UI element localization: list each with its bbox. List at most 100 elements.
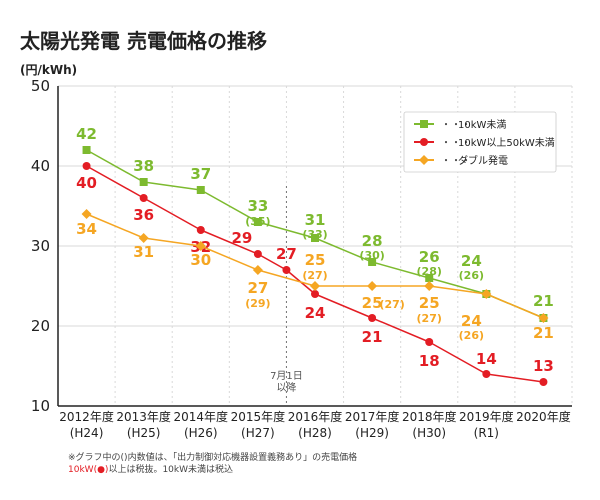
legend-dots: ・・・ — [441, 156, 471, 167]
x-tick-year: 2018年度 — [402, 409, 457, 424]
legend-marker-3 — [419, 155, 429, 165]
series-1-point — [425, 274, 434, 282]
data-label: 21 — [533, 292, 554, 310]
x-tick-era: (H24) — [70, 426, 104, 440]
data-sub-label: (33) — [302, 228, 327, 241]
data-label: 42 — [76, 125, 97, 143]
data-label: 14 — [476, 350, 497, 368]
data-label: 31 — [305, 211, 326, 229]
y-tick-label: 20 — [31, 317, 50, 335]
data-label: 33 — [247, 197, 268, 215]
data-label: 25 — [305, 251, 326, 269]
legend-label-1: 10kW未満 — [458, 119, 506, 131]
data-sub-label: (35) — [245, 215, 270, 228]
data-label: 27 — [247, 279, 268, 297]
x-tick-year: 2015年度 — [231, 409, 286, 424]
legend-box — [403, 111, 557, 173]
series-2-point — [253, 250, 262, 258]
footnote-highlight: 10kW(●) — [68, 465, 108, 475]
data-label: 38 — [133, 157, 154, 175]
x-tick-era: (H27) — [241, 426, 275, 440]
data-label: 25 — [419, 294, 440, 312]
series-3-point — [481, 289, 492, 299]
data-label: 24 — [305, 304, 326, 322]
x-tick-era: (H28) — [298, 426, 332, 440]
series-2-point — [82, 162, 91, 170]
footnote-line1: ※グラフ中の()内数値は、「出力制御対応機器設置義務あり」の売電価格 — [68, 451, 357, 463]
series-3-point — [310, 281, 320, 291]
series-2-point — [311, 290, 319, 298]
data-sub-label: (27) — [417, 312, 442, 325]
legend-label-3: ダブル発電 — [458, 154, 508, 167]
data-label: 21 — [533, 324, 554, 342]
data-label: 28 — [362, 232, 383, 250]
legend-marker-1 — [420, 120, 428, 128]
legend-dots: ・・・ — [441, 120, 471, 131]
data-label: 13 — [533, 357, 554, 375]
series-2-point — [282, 266, 291, 274]
series-1-point — [368, 258, 377, 266]
data-sub-label: (28) — [417, 265, 442, 278]
data-label: 24 — [461, 252, 482, 270]
x-tick-era: (H29) — [355, 426, 389, 440]
series-3-point — [424, 281, 435, 291]
chart-title: 太陽光発電 売電価格の推移 — [20, 29, 267, 53]
series-3-point — [367, 281, 378, 291]
x-tick-era: (H25) — [127, 426, 161, 440]
annotation-label-line1: 7月1日 — [270, 370, 303, 382]
data-label: 36 — [133, 206, 154, 224]
data-sub-label: (30) — [359, 249, 384, 262]
data-label: 21 — [362, 328, 383, 346]
data-sub-label: (27) — [379, 298, 404, 311]
series-2-point — [139, 194, 148, 202]
data-label: 30 — [190, 251, 211, 269]
data-label: 37 — [190, 165, 211, 183]
x-tick-year: 2017年度 — [345, 409, 400, 424]
series-2-point — [368, 314, 377, 322]
data-sub-label: (29) — [245, 297, 270, 310]
x-tick-year: 2019年度 — [459, 409, 514, 424]
series-2-point — [539, 378, 548, 386]
legend-label-2: 10kW以上50kW未満 — [458, 137, 555, 149]
annotation-label-line2: 以降 — [276, 381, 296, 394]
y-axis-label: (円/kWh) — [20, 63, 77, 77]
series-2-point — [425, 338, 434, 346]
series-3-point — [138, 233, 149, 243]
series-3-point — [538, 313, 549, 323]
data-label: 26 — [419, 248, 440, 266]
series-3-point — [195, 241, 206, 251]
y-tick-label: 50 — [31, 77, 50, 95]
x-tick-year: 2014年度 — [174, 409, 229, 424]
x-tick-era: (R1) — [474, 426, 499, 440]
x-tick-era: (H26) — [184, 426, 218, 440]
y-tick-label: 30 — [31, 237, 50, 255]
data-label: 24 — [461, 312, 482, 330]
y-tick-label: 40 — [31, 157, 50, 175]
data-label: 18 — [419, 352, 440, 370]
series-1-point — [139, 178, 148, 186]
data-label: 25 — [362, 294, 383, 312]
data-label: 40 — [76, 174, 97, 192]
series-3-point — [81, 209, 92, 219]
series-1-point — [82, 146, 91, 154]
data-label: 34 — [76, 220, 97, 238]
x-tick-year: 2016年度 — [288, 409, 343, 424]
legend-marker-2 — [420, 138, 428, 146]
footnote-line2: 10kW(●)以上は税抜。10kW未満は税込 — [68, 463, 233, 475]
series-1-point — [311, 234, 319, 242]
data-label: 31 — [133, 243, 154, 261]
series-3-point — [252, 265, 263, 275]
data-sub-label: (26) — [459, 269, 484, 282]
footnote-text: 以上は税抜。10kW未満は税込 — [108, 463, 233, 475]
x-tick-era: (H30) — [412, 426, 446, 440]
y-tick-label: 10 — [31, 397, 50, 415]
data-label: 29 — [231, 229, 252, 247]
series-1-point — [253, 218, 262, 226]
data-sub-label: (27) — [302, 269, 327, 282]
series-2-point — [482, 370, 491, 378]
series-2-point — [196, 226, 205, 234]
legend-dots: ・・・ — [441, 138, 471, 149]
x-tick-year: 2012年度 — [59, 409, 114, 424]
